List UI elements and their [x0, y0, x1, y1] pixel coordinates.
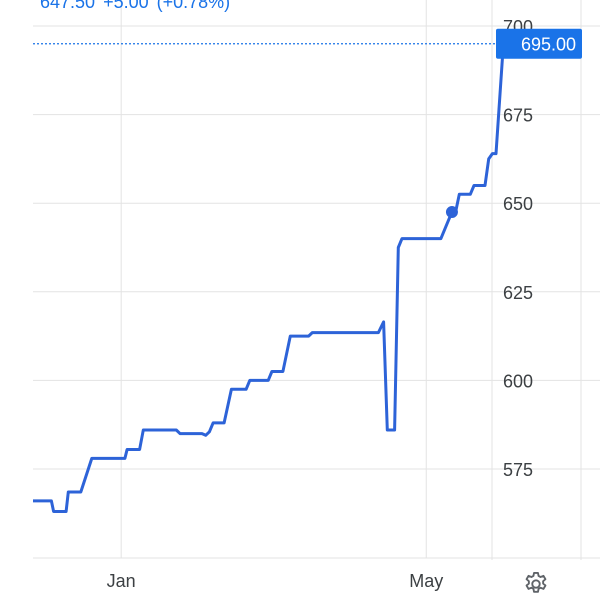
- hover-point: [445, 206, 458, 219]
- x-tick-label: Jan: [107, 571, 136, 591]
- y-tick-label: 675: [503, 106, 533, 126]
- hover-change-percent: (+0.78%): [156, 0, 231, 12]
- current-price-tag-bg: [496, 28, 582, 59]
- chart-grid: [33, 0, 600, 560]
- y-tick-label: 650: [503, 194, 533, 214]
- hover-change: +5.00: [103, 0, 149, 12]
- y-tick-label: 600: [503, 371, 533, 391]
- y-tick-label: 625: [503, 283, 533, 303]
- current-price-tag: 695.00: [496, 28, 582, 59]
- hover-price: 647.50: [40, 0, 96, 12]
- x-tick-label: May: [409, 571, 443, 591]
- x-axis: Jan May: [107, 571, 444, 591]
- gear-icon: [525, 571, 547, 593]
- y-tick-label: 575: [503, 460, 533, 480]
- settings-button[interactable]: [522, 570, 550, 598]
- hover-readout: 647.50 +5.00 (+0.78%): [40, 0, 238, 13]
- current-price-value: 695.00: [521, 35, 576, 55]
- price-series-line: [33, 43, 505, 513]
